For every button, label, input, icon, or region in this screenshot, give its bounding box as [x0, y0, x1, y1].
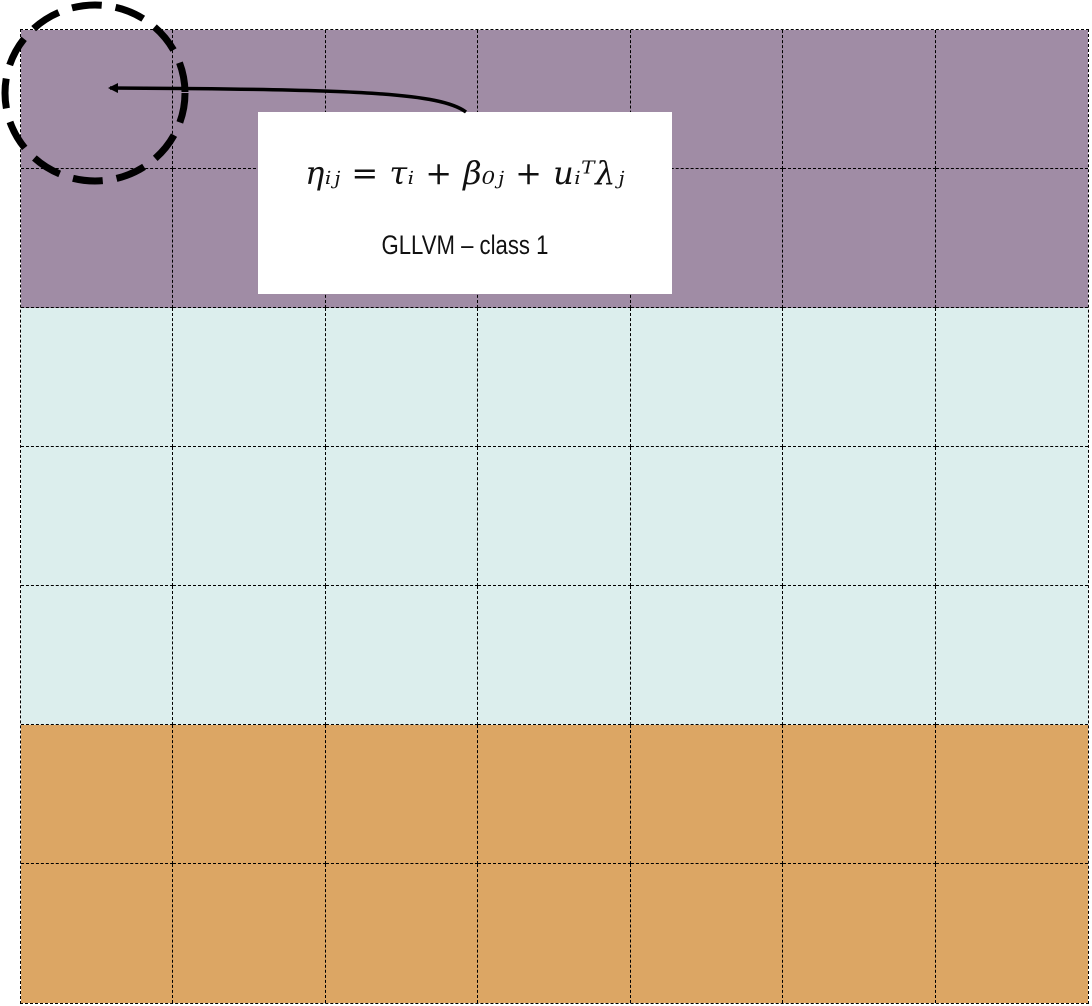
grid-cell-class2	[173, 586, 326, 725]
grid-cell-class2	[325, 308, 479, 447]
grid-cell-class3	[21, 725, 174, 864]
grid-cell-class2	[935, 308, 1088, 447]
model-equation: ηᵢⱼ = τᵢ + β₀ⱼ + uᵢᵀλⱼ	[305, 154, 625, 192]
grid-cell-class3	[478, 725, 631, 864]
grid-cell-class2	[630, 447, 784, 586]
grid-cell-class3	[21, 864, 174, 1003]
grid-cell-class2	[478, 586, 631, 725]
grid-cell-class2	[935, 586, 1088, 725]
grid-cell-class2	[935, 447, 1088, 586]
grid-cell-class3	[935, 725, 1088, 864]
grid-cell-class3	[935, 864, 1088, 1003]
grid-cell-class2	[173, 447, 326, 586]
grid-cell-class2	[630, 586, 784, 725]
grid-cell-class2	[783, 586, 936, 725]
model-label: GLLVM – class 1	[381, 230, 549, 260]
grid-cell-class3	[783, 864, 936, 1003]
grid-cell-class3	[630, 725, 784, 864]
grid-cell-class3	[478, 864, 631, 1003]
grid-cell-class3	[173, 725, 326, 864]
grid-cell-class2	[21, 308, 174, 447]
grid-cell-class2	[173, 308, 326, 447]
grid-cell-class2	[783, 447, 936, 586]
grid-cell-class3	[783, 725, 936, 864]
grid-cell-class2	[325, 586, 479, 725]
grid-cell-class1	[783, 169, 936, 308]
grid-cell-class2	[630, 308, 784, 447]
grid-cell-class1	[935, 30, 1088, 169]
grid-cell-class2	[478, 308, 631, 447]
grid-cell-class3	[173, 864, 326, 1003]
grid-cell-class1	[935, 169, 1088, 308]
grid-cell-class2	[783, 308, 936, 447]
grid-cell-class1	[21, 169, 174, 308]
grid-cell-class3	[325, 864, 479, 1003]
model-callout: ηᵢⱼ = τᵢ + β₀ⱼ + uᵢᵀλⱼ GLLVM – class 1	[258, 112, 672, 294]
grid-cell-class2	[325, 447, 479, 586]
grid-cell-class2	[21, 586, 174, 725]
grid-cell-class2	[478, 447, 631, 586]
grid-cell-class3	[630, 864, 784, 1003]
grid-cell-class3	[325, 725, 479, 864]
grid-cell-class1	[21, 30, 174, 169]
grid-cell-class2	[21, 447, 174, 586]
grid-cell-class1	[783, 30, 936, 169]
